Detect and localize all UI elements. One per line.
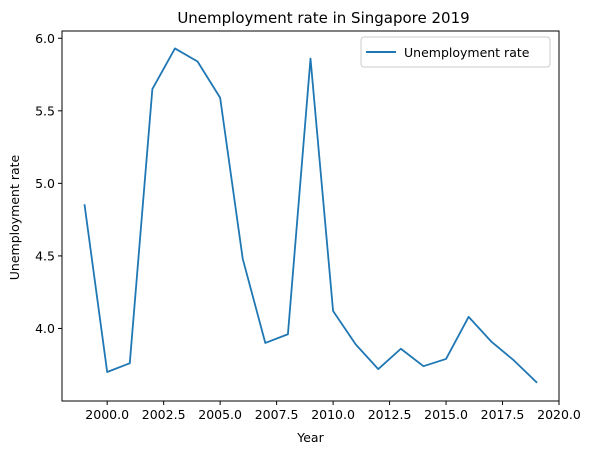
x-tick-label: 2017.5	[481, 407, 525, 422]
data-point	[400, 348, 402, 350]
series-line-0	[83, 47, 538, 384]
data-point	[513, 359, 515, 361]
x-tick-label: 2015.0	[424, 407, 468, 422]
plot-frame	[61, 30, 560, 402]
data-point	[174, 47, 176, 49]
data-point	[309, 57, 311, 59]
data-point	[422, 365, 424, 367]
x-tick-label: 2012.5	[368, 407, 412, 422]
x-tick-label: 2007.5	[255, 407, 299, 422]
x-tick-label: 2002.5	[142, 407, 186, 422]
data-point	[287, 333, 289, 335]
y-tick-label: 6.0	[35, 31, 55, 46]
data-point	[242, 258, 244, 260]
y-tick-label: 4.0	[35, 321, 55, 336]
x-tick-label: 2020.0	[537, 407, 581, 422]
data-point	[129, 362, 131, 364]
y-tick-label: 4.5	[35, 248, 55, 263]
data-point	[264, 342, 266, 344]
chart-title: Unemployment rate in Singapore 2019	[177, 9, 469, 27]
y-tick-label: 5.5	[35, 103, 55, 118]
data-point	[83, 204, 85, 206]
data-point	[490, 340, 492, 342]
data-point	[377, 368, 379, 370]
legend: Unemployment rate	[360, 36, 551, 68]
data-point	[467, 316, 469, 318]
y-tick-label: 5.0	[35, 176, 55, 191]
data-point	[332, 310, 334, 312]
legend-box	[360, 36, 551, 68]
y-axis-label: Unemployment rate	[7, 154, 22, 280]
x-tick-label: 2005.0	[198, 407, 242, 422]
x-axis-label: Year	[296, 430, 324, 445]
data-point	[151, 88, 153, 90]
data-point	[219, 97, 221, 99]
data-point	[354, 343, 356, 345]
data-point	[106, 371, 108, 373]
x-tick-label: 2010.0	[311, 407, 355, 422]
data-point	[445, 358, 447, 360]
data-point	[535, 381, 537, 383]
data-point	[196, 60, 198, 62]
legend-label: Unemployment rate	[404, 45, 530, 60]
x-tick-label: 2000.0	[85, 407, 129, 422]
